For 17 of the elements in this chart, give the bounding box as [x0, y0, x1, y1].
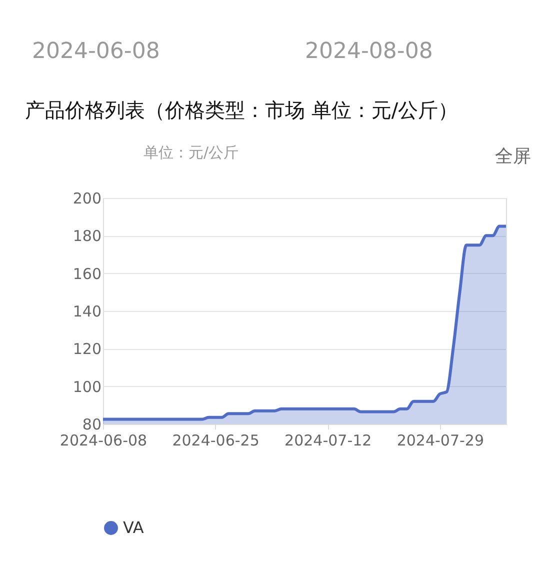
y-tick-label: 140	[72, 302, 102, 320]
chart-title: 产品价格列表（价格类型：市场 单位：元/公斤）	[25, 98, 458, 122]
y-tick-label: 80	[82, 416, 102, 434]
x-tick-label: 2024-07-12	[284, 432, 372, 450]
y-tick-label: 200	[72, 190, 102, 208]
text: 2024-06-08	[32, 39, 160, 64]
text: 全屏	[495, 146, 531, 167]
legend-label: VA	[123, 518, 144, 537]
y-axis-title: 单位：元/公斤	[144, 144, 239, 162]
text: 2024-08-08	[305, 39, 433, 64]
y-tick-label: 120	[72, 340, 102, 358]
x-tick-label: 2024-07-29	[396, 432, 484, 450]
y-tick-label: 160	[72, 264, 102, 283]
y-tick-label: 100	[72, 378, 102, 396]
x-tick-label: 2024-06-08	[60, 432, 148, 450]
x-tick-label: 2024-06-25	[172, 432, 260, 450]
y-tick-label: 180	[72, 227, 102, 246]
